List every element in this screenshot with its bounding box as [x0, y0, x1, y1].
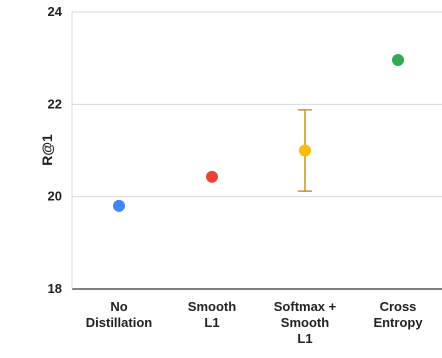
- x-category-0: No Distillation: [86, 299, 153, 330]
- x-category-2: Softmax + Smooth L1: [274, 299, 337, 346]
- y-tick-20: 20: [48, 189, 62, 204]
- x-category-1: Smooth L1: [188, 299, 236, 330]
- grid-lines: [72, 11, 442, 198]
- y-tick-22: 22: [48, 96, 62, 111]
- y-tick-24: 24: [48, 4, 63, 19]
- data-point-2: [299, 144, 311, 157]
- data-point-1: [206, 170, 218, 183]
- y-tick-18: 18: [48, 281, 62, 296]
- data-points: [113, 54, 404, 212]
- y-axis-title: R@1: [39, 134, 55, 166]
- x-category-labels: No Distillation Smooth L1 Softmax + Smooth L1 C…: [86, 299, 424, 346]
- data-point-3: [392, 54, 404, 67]
- x-category-3: Cross Entropy: [373, 299, 423, 330]
- axes: [71, 12, 442, 290]
- y-tick-labels: 18 20 22 24: [48, 4, 63, 296]
- data-point-0: [113, 199, 125, 212]
